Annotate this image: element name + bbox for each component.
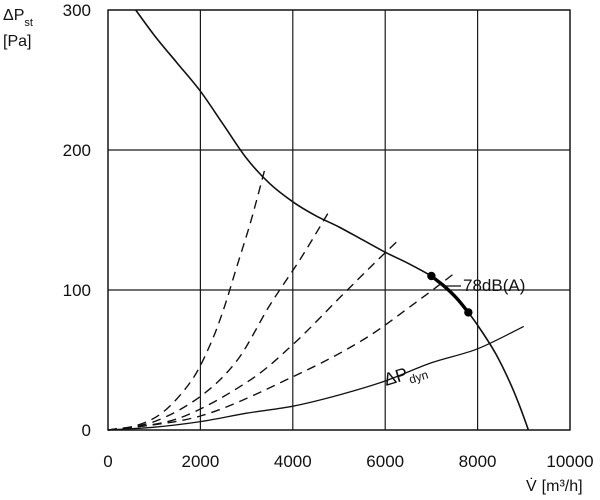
plot-frame <box>107 9 571 431</box>
y-axis-title: ΔPst <box>3 7 33 29</box>
operating-point <box>427 271 436 281</box>
y-tick-label: 300 <box>63 1 91 20</box>
y-tick-label: 100 <box>63 281 91 300</box>
x-tick-label: 6000 <box>366 452 404 471</box>
x-tick-label: 0 <box>103 452 112 471</box>
sound-level-label: 78dB(A) <box>463 276 525 295</box>
system-resistance-curve <box>107 239 400 431</box>
x-tick-label: 8000 <box>459 452 497 471</box>
operating-points <box>427 271 473 317</box>
y-tick-label: 200 <box>63 141 91 160</box>
x-tick-label: 4000 <box>274 452 312 471</box>
x-tick-label: 10000 <box>546 452 593 471</box>
system-resistance-curve <box>107 168 266 431</box>
system-resistance-curve <box>107 272 455 431</box>
system-resistance-curve <box>107 209 331 431</box>
y-axis-unit: [Pa] <box>3 33 31 50</box>
dynamic-pressure-label: ΔPdyn <box>381 358 430 394</box>
x-tick-label: 2000 <box>181 452 219 471</box>
tick-labels: 0 2000 4000 6000 8000 10000 0 100 200 300 <box>63 1 594 471</box>
grid <box>107 9 571 431</box>
dynamic-pressure-curve <box>107 325 525 431</box>
operating-range-segment <box>429 274 471 315</box>
y-tick-label: 0 <box>82 421 91 440</box>
curves <box>107 9 530 431</box>
x-axis-title: V̇ [m³/h] <box>526 477 583 495</box>
fan-characteristic-curve <box>135 9 530 431</box>
operating-point <box>464 308 473 317</box>
